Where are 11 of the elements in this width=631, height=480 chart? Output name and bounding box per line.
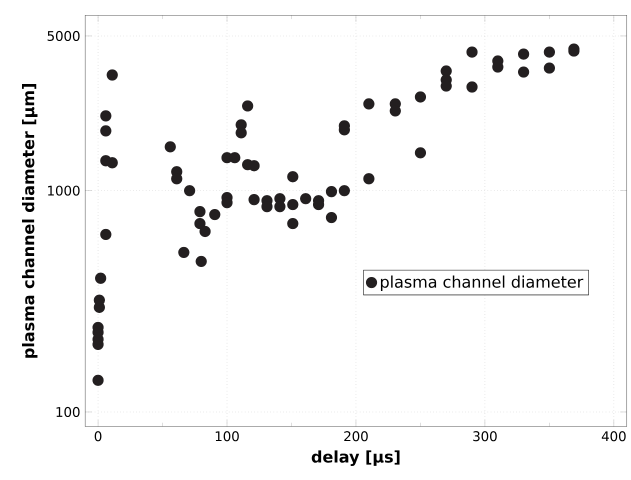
y-axis-title: plasma channel diameter [µm] [22, 84, 38, 358]
x-tick-label: 100 [216, 430, 239, 442]
legend-label: plasma channel diameter [380, 275, 584, 291]
x-tick-label: 400 [602, 430, 626, 442]
x-axis-title: delay [µs] [312, 450, 400, 466]
y-tick-label: 5000 [48, 30, 80, 41]
x-tick-label: 200 [344, 430, 368, 442]
y-tick-label: 1000 [48, 185, 80, 196]
x-tick-label: 300 [473, 430, 497, 442]
x-tick-label: 0 [94, 430, 102, 442]
y-tick-label: 100 [56, 406, 80, 417]
